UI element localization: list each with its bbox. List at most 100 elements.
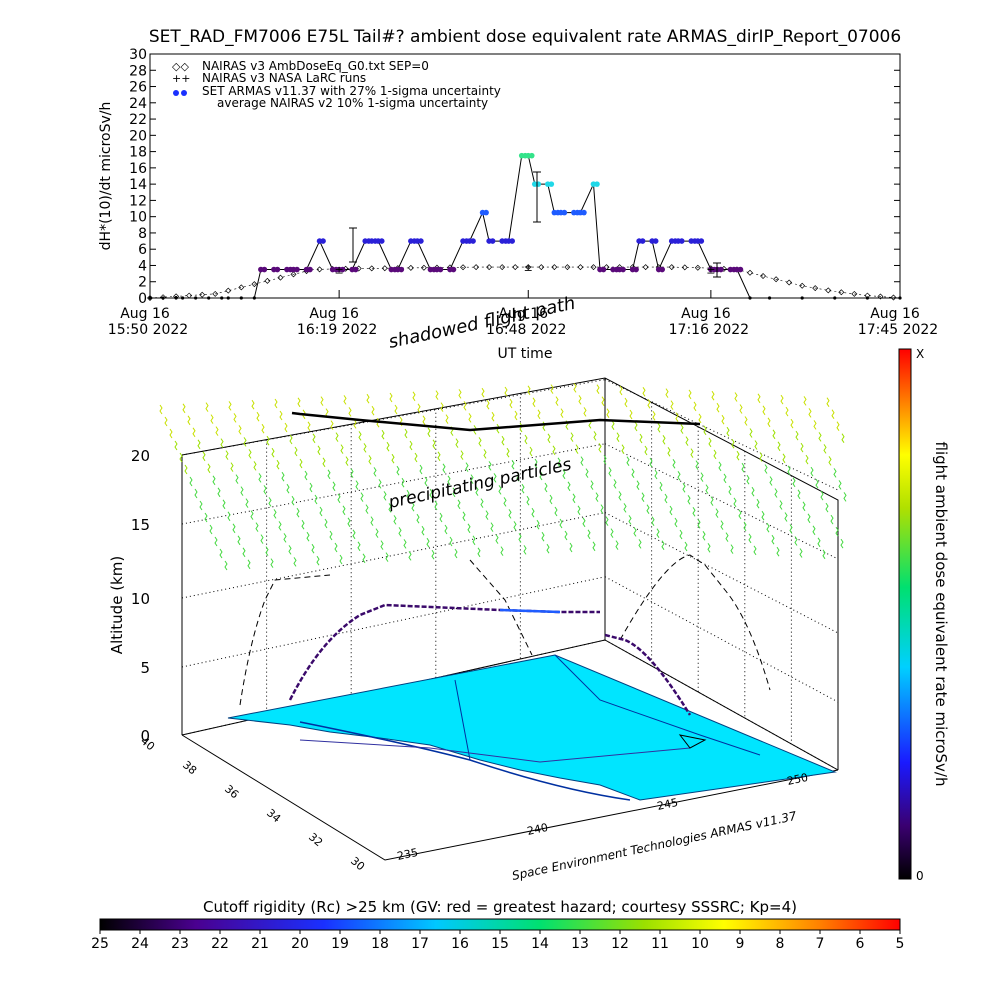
particle-mark [830,514,834,525]
x-tick-label-day: Aug 16 [681,306,731,322]
particle-mark [741,462,745,473]
y-tick-label: 22 [129,112,147,128]
particle-mark [661,540,665,550]
particle-mark [187,415,191,426]
dose-colorbar-gradient [898,348,912,880]
legend-symbol-dot [173,90,179,96]
x-tick-label-time: 15:50 2022 [108,322,188,338]
legend-entry: NAIRAS v3 NASA LaRC runs [202,71,366,85]
latitude-tick-label: 38 [180,758,199,777]
particle-mark [504,386,508,397]
particle-mark [705,484,709,494]
particle-mark [243,437,247,447]
state-border [454,654,761,761]
nairas-point [551,264,558,271]
y-tick-label: 10 [129,210,147,226]
particle-mark [605,516,609,526]
armas-point [437,266,444,273]
particle-mark [748,533,752,544]
altitude-tick-label: 0 [140,727,150,745]
particle-mark [601,396,605,406]
longitude-ticks: 235 240 245 250 [396,771,809,863]
particle-mark [412,391,416,402]
armas-point [620,266,626,273]
particle-mark [260,534,264,544]
particle-mark [636,480,640,490]
particle-mark [739,404,743,414]
particle-mark [299,458,303,469]
particle-mark [270,558,274,568]
particle-mark [232,523,236,534]
rigidity-tick-label: 8 [776,936,785,952]
ground-track [299,739,691,763]
rigidity-ticks: 25 24 23 22 21 20 19 18 17 16 15 14 13 12 11 10 9 8 7 6 5 [91,930,904,952]
particle-mark [822,549,826,560]
particle-mark [485,510,489,520]
particle-mark [248,449,252,459]
rigidity-tick-label: 18 [371,936,389,952]
particle-mark [644,445,648,456]
particle-mark [738,509,742,520]
particle-mark [322,457,326,468]
particle-mark [731,438,735,449]
particle-mark [784,512,788,522]
particle-mark [319,506,323,517]
particle-mark [493,473,497,483]
particle-mark [337,493,341,504]
particle-mark [642,387,646,397]
particle-mark [283,533,287,543]
particle-mark [432,439,436,450]
particle-mark [710,496,714,506]
longitude-tick-label: 245 [656,796,679,813]
particle-mark [312,433,316,444]
particle-mark [403,539,407,549]
particle-mark [624,397,628,408]
particle-mark [723,473,727,484]
particle-mark [256,411,260,422]
particle-mark [733,497,737,508]
particle-mark [245,498,249,508]
particle-mark [726,426,730,437]
particle-mark [559,518,563,529]
rigidity-tick-label: 6 [856,936,865,952]
legend: ◇◇ NAIRAS v3 AmbDoseEq_G0.txt SEP=0 ++ N… [172,59,501,110]
particle-mark [490,522,494,532]
rigidity-tick-label: 7 [816,936,825,952]
particle-mark [421,525,425,536]
particle-mark [753,545,757,556]
particle-mark [424,476,428,487]
figure-title: SET_RAD_FM7006 E75L Tail#? ambient dose … [149,27,901,47]
particle-mark [687,495,691,505]
particle-mark [408,551,412,561]
particle-mark [647,399,651,409]
armas-point [483,209,489,216]
particle-mark [288,545,292,555]
longitude-tick-label: 235 [396,846,419,863]
particle-mark [831,409,835,419]
particle-mark [511,459,515,470]
y-tick-label: 16 [129,161,147,177]
particle-mark [826,397,830,407]
particle-mark [531,507,535,518]
particle-mark [529,446,533,457]
particle-mark [560,408,564,418]
particle-mark [554,506,558,517]
armas-point [737,266,744,273]
dose-track-high [499,608,561,614]
grid-line [604,379,839,491]
particle-mark [600,504,604,514]
armas-point [652,238,659,244]
particle-mark [569,542,573,553]
particle-mark [340,444,344,454]
particle-mark [799,548,803,558]
particle-mark [649,457,653,468]
armas-point [148,296,152,300]
flight-3d-plot: shadowed flight path precipitating parti… [108,293,847,883]
y-tick-label: 6 [138,242,147,258]
particle-mark [527,385,531,396]
particle-mark [546,543,550,554]
particle-mark [544,482,548,493]
particle-mark [329,530,333,541]
particle-mark [350,468,354,478]
